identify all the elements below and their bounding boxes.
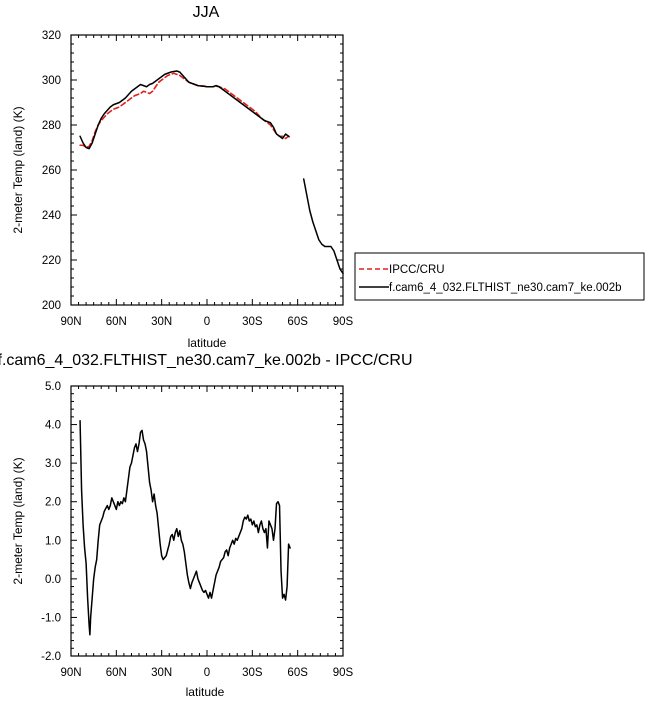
- bottom-x-tick-label: 90S: [333, 667, 354, 679]
- bottom-y-tick-label: 0.0: [45, 574, 61, 586]
- bottom-y-tick-label: 4.0: [45, 420, 61, 432]
- top-y-tick-label: 320: [42, 30, 61, 42]
- bottom-y-tick-label: 5.0: [45, 381, 61, 393]
- top-x-tick-label: 90N: [60, 316, 81, 328]
- bottom-x-tick-label: 60S: [287, 667, 308, 679]
- bottom-chart-series-line-0: [79, 419, 291, 636]
- bottom-chart-frame: [70, 385, 344, 657]
- top-chart: JJA 90N 60N 30N 0 30S 60S 90S 200 220 240 260 280 3…: [11, 4, 645, 350]
- legend-label-ipcc-cru: IPCC/CRU: [389, 264, 445, 276]
- top-chart-series-line-2: [302, 178, 344, 275]
- top-chart-ticks: [70, 34, 344, 306]
- top-chart-series: [79, 70, 344, 275]
- top-x-tick-label: 90S: [333, 316, 354, 328]
- bottom-chart-title: f.cam6_4_032.FLTHIST_ne30.cam7_ke.002b -…: [0, 352, 413, 369]
- top-y-tick-label: 220: [42, 255, 61, 267]
- bottom-x-tick-label: 90N: [60, 667, 81, 679]
- legend-label-model: f.cam6_4_032.FLTHIST_ne30.cam7_ke.002b: [389, 282, 621, 294]
- top-x-tick-label: 60N: [106, 316, 127, 328]
- top-chart-title: JJA: [193, 4, 220, 21]
- bottom-chart-ticks: [70, 385, 344, 657]
- top-y-tick-label: 200: [42, 300, 61, 312]
- bottom-chart-y-axis-label: 2-meter Temp (land) (K): [11, 457, 25, 584]
- top-x-tick-label: 30N: [151, 316, 172, 328]
- bottom-chart-x-tick-labels: 90N 60N 30N 0 30S 60S 90S: [60, 667, 353, 679]
- bottom-x-tick-label: 30S: [242, 667, 263, 679]
- top-chart-x-tick-labels: 90N 60N 30N 0 30S 60S 90S: [60, 316, 353, 328]
- top-chart-frame: [70, 34, 344, 306]
- bottom-y-tick-label: 1.0: [45, 535, 61, 547]
- top-y-tick-label: 240: [42, 210, 61, 222]
- top-x-tick-label: 0: [204, 316, 210, 328]
- bottom-x-tick-label: 60N: [106, 667, 127, 679]
- top-chart-series-line-1: [79, 70, 290, 150]
- bottom-y-tick-label: -2.0: [41, 651, 61, 663]
- bottom-x-tick-label: 30N: [151, 667, 172, 679]
- top-y-tick-label: 260: [42, 165, 61, 177]
- top-x-tick-label: 30S: [242, 316, 263, 328]
- bottom-y-tick-label: 3.0: [45, 458, 61, 470]
- top-chart-x-axis-label: latitude: [188, 336, 227, 350]
- bottom-chart-series: [79, 419, 291, 636]
- bottom-chart: f.cam6_4_032.FLTHIST_ne30.cam7_ke.002b -…: [0, 352, 413, 699]
- bottom-y-tick-label: 2.0: [45, 497, 61, 509]
- legend-box: [354, 252, 645, 301]
- top-chart-y-tick-labels: 200 220 240 260 280 300 320: [42, 30, 61, 312]
- legend: IPCC/CRU f.cam6_4_032.FLTHIST_ne30.cam7_…: [354, 252, 645, 301]
- bottom-chart-x-axis-label: latitude: [186, 685, 225, 699]
- top-chart-series-line-0: [79, 72, 293, 149]
- top-y-tick-label: 280: [42, 120, 61, 132]
- bottom-y-tick-label: -1.0: [41, 612, 61, 624]
- bottom-chart-y-tick-labels: -2.0 -1.0 0.0 1.0 2.0 3.0 4.0 5.0: [41, 381, 61, 663]
- top-chart-y-axis-label: 2-meter Temp (land) (K): [11, 106, 25, 233]
- top-y-tick-label: 300: [42, 75, 61, 87]
- bottom-x-tick-label: 0: [204, 667, 210, 679]
- top-x-tick-label: 60S: [287, 316, 308, 328]
